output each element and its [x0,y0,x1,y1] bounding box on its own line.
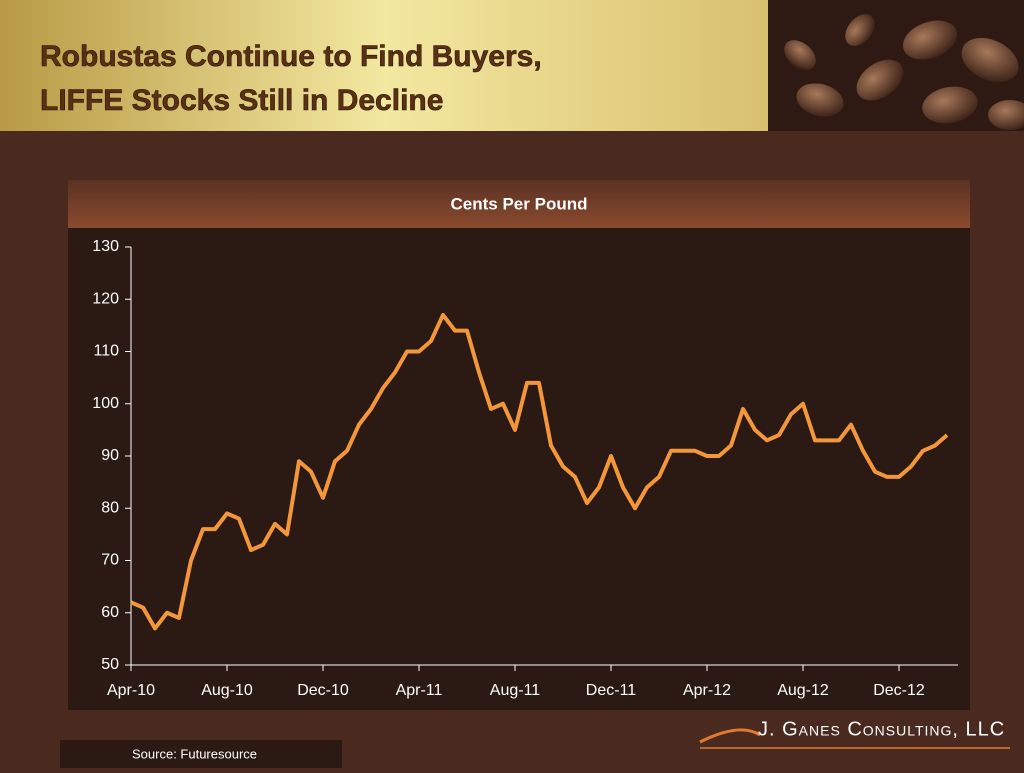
x-tick-label: Apr-11 [396,682,443,699]
y-tick-label: 120 [92,290,119,307]
y-tick-label: 60 [101,604,119,621]
chart-header [68,180,970,228]
y-tick-label: 50 [101,656,119,673]
slide-title: Robustas Continue to Find Buyers, [40,40,542,73]
y-tick-label: 90 [101,447,119,464]
y-tick-label: 80 [101,499,119,516]
series-line [130,312,949,631]
x-tick-label: Apr-12 [683,682,731,699]
slide-title: LIFFE Stocks Still in Decline [40,84,443,117]
logo-swoosh [699,728,761,744]
x-tick-label: Dec-10 [297,682,349,699]
x-tick-label: Dec-12 [873,682,925,699]
beans [784,14,1024,130]
y-tick-label: 110 [93,343,119,360]
x-tick-label: Dec-11 [586,682,636,699]
chart-title: Cents Per Pound [451,194,588,213]
y-tick-label: 100 [92,395,119,412]
x-tick-label: Aug-10 [201,682,253,699]
x-tick-label: Aug-11 [490,682,541,699]
chart-frame [68,180,970,710]
title-band [0,0,768,131]
plot: 50 60 70 80 90 100 110 120 130 Apr-10 Aug-10 Dec-10… [92,238,958,699]
brand: J. Ganes Consulting, LLC [758,718,1005,740]
source: Source: Futuresource [132,746,257,761]
x-tick-label: Apr-10 [107,682,155,699]
source-box [60,740,342,768]
x-tick-label: Aug-12 [777,682,829,699]
y-tick-label: 130 [92,238,119,255]
y-tick-label: 70 [101,552,119,569]
